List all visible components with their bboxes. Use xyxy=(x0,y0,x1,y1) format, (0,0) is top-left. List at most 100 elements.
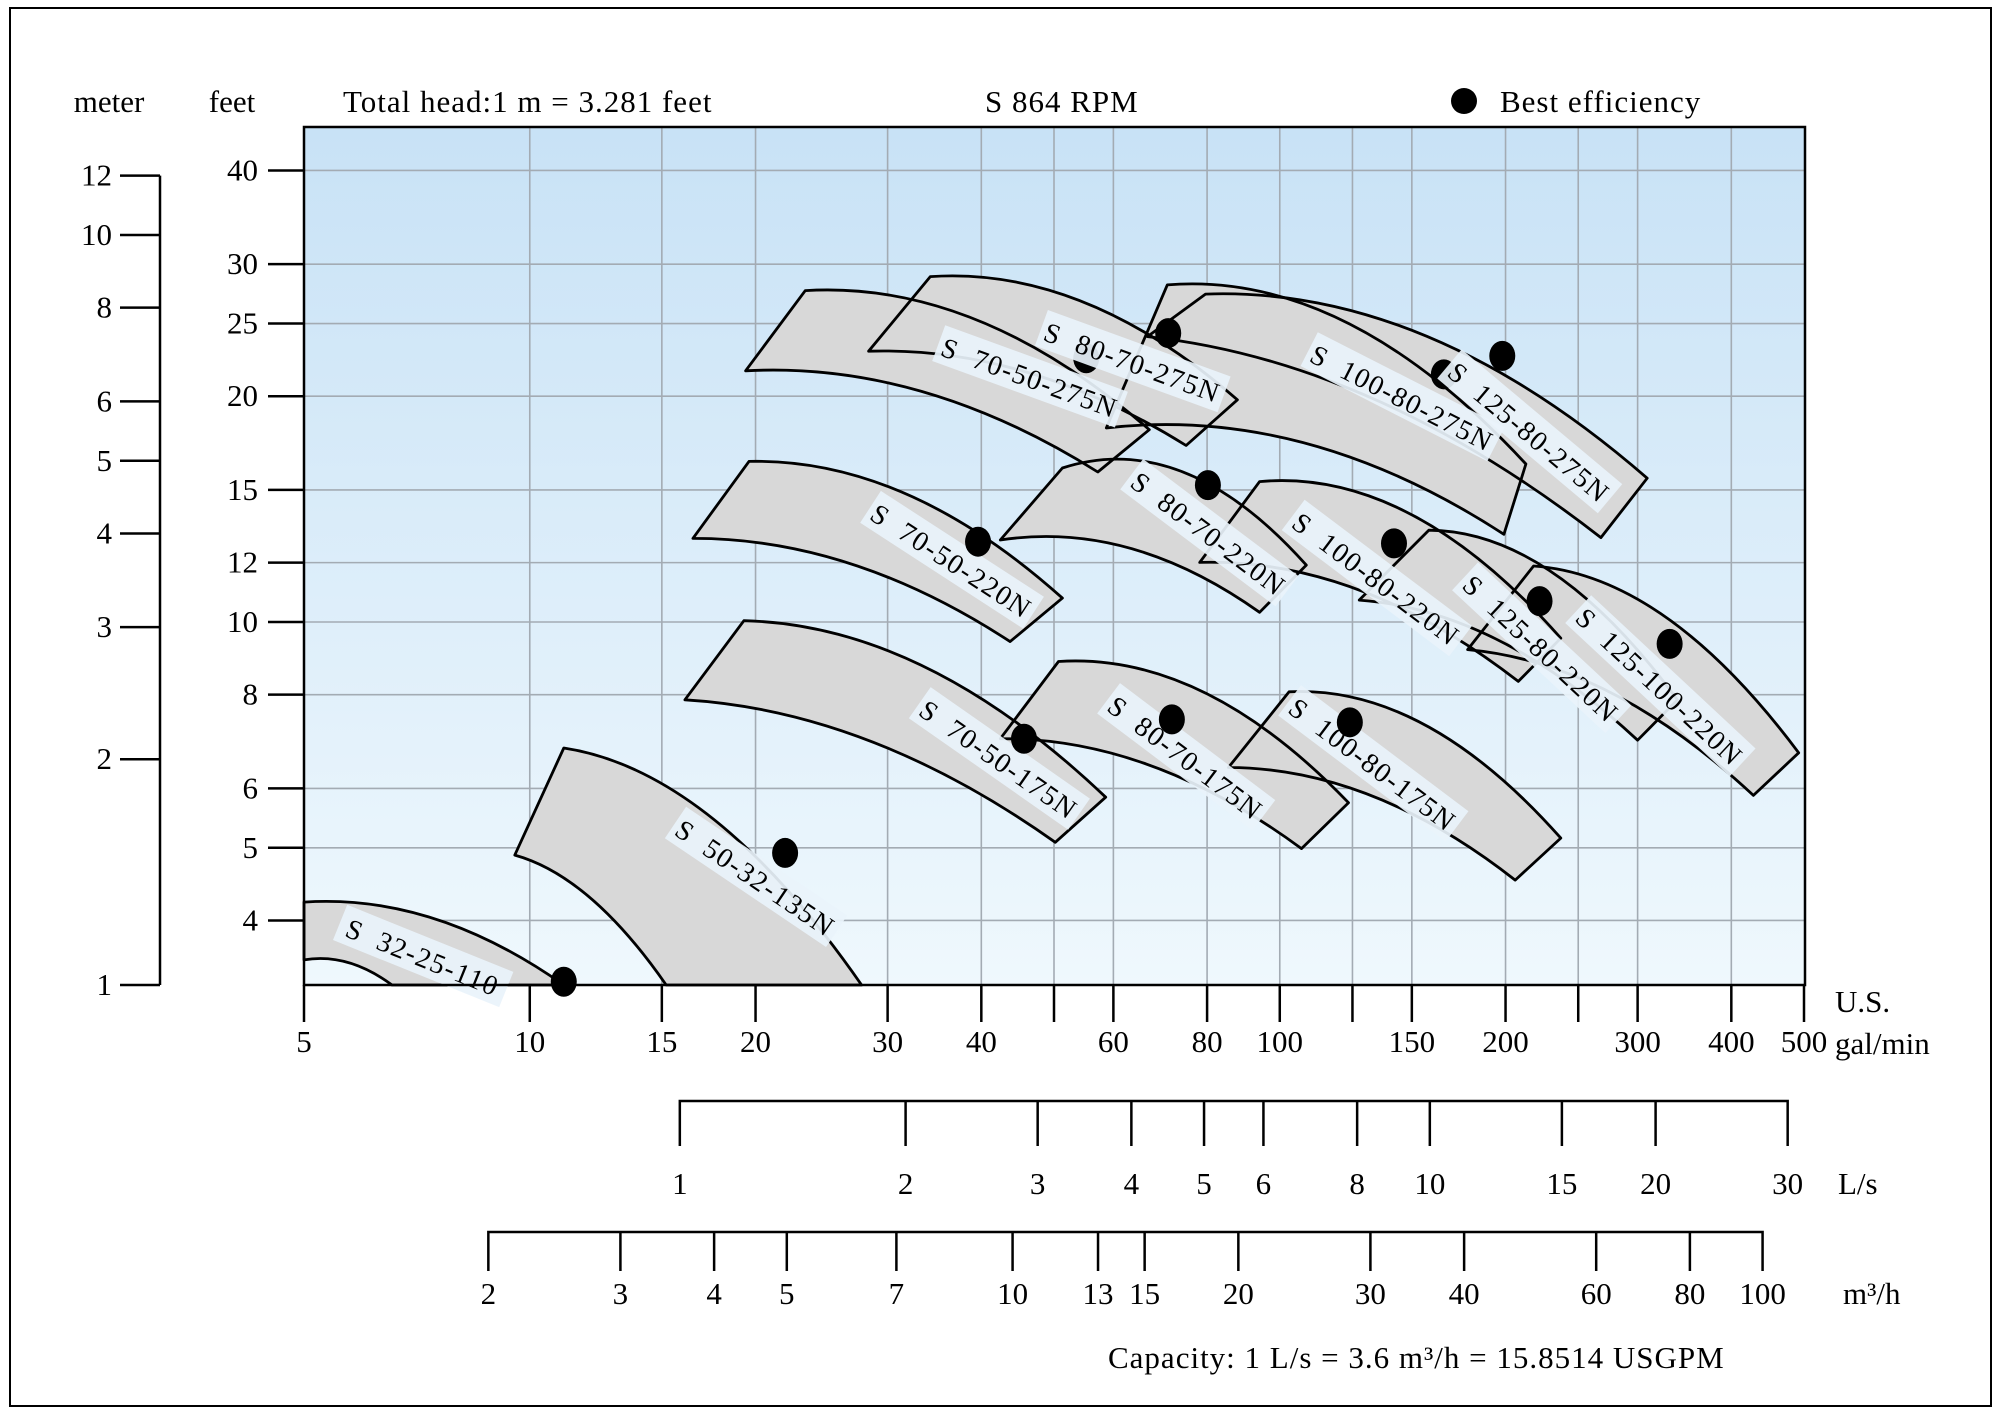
feet-axis xyxy=(268,169,304,922)
gpm-axis xyxy=(302,985,1806,1022)
best-efficiency-legend-dot xyxy=(1451,88,1477,114)
gpm-unit-line2: gal/min xyxy=(1835,1026,1930,1061)
meter-tick-label: 1 xyxy=(97,967,113,1002)
meter-tick-label: 12 xyxy=(81,158,112,193)
feet-tick-label: 25 xyxy=(227,306,258,341)
ls-axis-labels: 1 2 3 4 5 6 8 10 15 20 30 xyxy=(672,1166,1803,1201)
feet-tick-label: 12 xyxy=(227,545,258,580)
gpm-tick-label: 300 xyxy=(1614,1024,1661,1059)
m3h-tick-label: 100 xyxy=(1739,1276,1786,1311)
feet-tick-label: 40 xyxy=(227,152,258,187)
ls-tick-label: 1 xyxy=(672,1166,688,1201)
bep-dot-s-80-70-175n xyxy=(1158,704,1185,735)
pump-label-bg xyxy=(860,490,1044,629)
best-efficiency-legend-label: Best efficiency xyxy=(1500,84,1701,119)
meter-axis-labels: 12 10 8 6 5 4 3 2 1 xyxy=(81,158,113,1002)
m3h-axis xyxy=(487,1230,1764,1271)
bep-dot-s-100-80-220n xyxy=(1380,528,1407,559)
gpm-unit-line1: U.S. xyxy=(1835,984,1890,1019)
pump-region-outline-s-125-80-275n xyxy=(1146,292,1649,539)
gpm-tick-label: 400 xyxy=(1708,1024,1755,1059)
bep-dot-s-125-80-220n xyxy=(1526,586,1553,617)
pump-label-bg xyxy=(1278,685,1469,842)
bep-dot-s-50-32-135n xyxy=(772,837,799,868)
meter-tick-label: 8 xyxy=(97,290,113,325)
pump-label-bg xyxy=(1034,310,1231,413)
ls-tick-label: 4 xyxy=(1124,1166,1140,1201)
ls-tick-label: 3 xyxy=(1030,1166,1046,1201)
m3h-tick-label: 7 xyxy=(889,1276,905,1311)
meter-axis xyxy=(120,174,162,987)
bep-dot-s-80-70-220n xyxy=(1194,470,1221,501)
pump-label-bg xyxy=(664,806,848,947)
feet-tick-label: 4 xyxy=(243,902,259,937)
gpm-tick-label: 15 xyxy=(646,1024,677,1059)
ls-tick-label: 6 xyxy=(1256,1166,1272,1201)
capacity-note: Capacity: 1 L/s = 3.6 m³/h = 15.8514 USG… xyxy=(1108,1340,1725,1375)
pump-region-outline-s-32-25-110 xyxy=(302,900,566,987)
feet-tick-label: 20 xyxy=(227,378,258,413)
pump-label-bg xyxy=(1452,562,1632,734)
m3h-tick-label: 13 xyxy=(1083,1276,1114,1311)
bep-dot-s-100-80-175n xyxy=(1336,707,1363,738)
meter-tick-label: 6 xyxy=(97,383,113,418)
m3h-tick-label: 5 xyxy=(779,1276,795,1311)
pump-region-s-70-50-275n xyxy=(745,289,1150,472)
m3h-tick-label: 15 xyxy=(1129,1276,1160,1311)
m3h-tick-label: 10 xyxy=(997,1276,1028,1311)
m3h-tick-label: 4 xyxy=(706,1276,722,1311)
m3h-unit-label: m³/h xyxy=(1843,1276,1901,1311)
m3h-tick-label: 40 xyxy=(1449,1276,1480,1311)
meter-tick-label: 4 xyxy=(97,515,113,550)
feet-tick-label: 30 xyxy=(227,246,258,281)
pump-label-bg xyxy=(332,904,514,1008)
rpm-note: S 864 RPM xyxy=(985,84,1139,119)
gpm-tick-label: 150 xyxy=(1389,1024,1436,1059)
ls-unit-label: L/s xyxy=(1838,1166,1878,1201)
bep-dot-s-70-50-220n xyxy=(965,526,992,557)
ls-tick-label: 15 xyxy=(1546,1166,1577,1201)
gpm-tick-label: 500 xyxy=(1781,1024,1828,1059)
pump-label-bg xyxy=(1120,459,1299,607)
gpm-tick-label: 10 xyxy=(514,1024,545,1059)
meter-tick-label: 3 xyxy=(97,609,113,644)
feet-axis-title: feet xyxy=(209,84,256,119)
meter-tick-label: 2 xyxy=(97,741,113,776)
feet-tick-label: 6 xyxy=(243,770,259,805)
gpm-tick-label: 5 xyxy=(296,1024,312,1059)
m3h-tick-label: 80 xyxy=(1674,1276,1705,1311)
bep-dot-s-70-50-175n xyxy=(1010,723,1037,754)
gpm-axis-labels: 5 10 15 20 30 40 60 80 100 150 200 300 400 500 xyxy=(296,1024,1827,1059)
pump-label-bg xyxy=(1437,349,1623,514)
ls-tick-label: 30 xyxy=(1772,1166,1803,1201)
ls-tick-label: 2 xyxy=(898,1166,914,1201)
gpm-tick-label: 200 xyxy=(1482,1024,1529,1059)
pump-region-outline-s-70-50-175n xyxy=(683,619,1108,844)
m3h-tick-label: 60 xyxy=(1581,1276,1612,1311)
meter-tick-label: 10 xyxy=(81,217,112,252)
meter-tick-label: 5 xyxy=(97,443,113,478)
gpm-tick-label: 80 xyxy=(1192,1024,1223,1059)
pump-label-bg xyxy=(1097,683,1276,831)
pump-region-outline-s-70-50-275n xyxy=(744,288,1151,474)
ls-tick-label: 5 xyxy=(1196,1166,1212,1201)
feet-tick-label: 15 xyxy=(227,472,258,507)
gpm-tick-label: 100 xyxy=(1257,1024,1304,1059)
bep-dot-s-80-70-275n xyxy=(1155,318,1182,349)
gpm-tick-label: 20 xyxy=(740,1024,771,1059)
page-border xyxy=(9,7,1992,1407)
gpm-tick-label: 30 xyxy=(872,1024,903,1059)
bep-dot-s-125-100-220n xyxy=(1656,628,1683,659)
meter-axis-title: meter xyxy=(74,84,145,119)
pump-region-outline-s-100-80-175n xyxy=(1227,690,1563,882)
m3h-tick-label: 20 xyxy=(1223,1276,1254,1311)
feet-tick-label: 5 xyxy=(243,830,259,865)
pump-region-s-70-50-220n xyxy=(692,461,1063,642)
ls-tick-label: 8 xyxy=(1349,1166,1365,1201)
pump-label-bg xyxy=(1281,499,1473,657)
pump-region-s-50-32-135n xyxy=(514,748,862,985)
pump-region-outline-s-50-32-135n xyxy=(513,746,863,987)
head-conversion-note: Total head:1 m = 3.281 feet xyxy=(343,84,712,119)
ls-axis xyxy=(678,1099,1789,1146)
